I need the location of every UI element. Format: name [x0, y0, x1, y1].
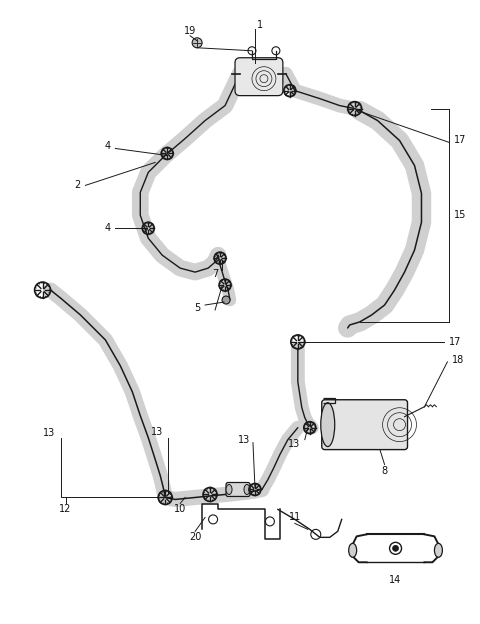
Ellipse shape [321, 402, 335, 447]
Text: 4: 4 [104, 223, 110, 233]
Text: 4: 4 [104, 142, 110, 152]
Circle shape [192, 38, 202, 48]
Text: 8: 8 [382, 466, 388, 475]
Text: 17: 17 [455, 135, 467, 145]
Text: 2: 2 [74, 180, 81, 190]
Ellipse shape [244, 484, 250, 494]
FancyBboxPatch shape [226, 482, 250, 497]
Circle shape [222, 296, 230, 304]
Text: 1: 1 [257, 20, 263, 30]
Text: 7: 7 [212, 269, 218, 279]
Text: 10: 10 [174, 504, 186, 514]
FancyBboxPatch shape [235, 58, 283, 95]
Ellipse shape [434, 544, 443, 557]
Ellipse shape [348, 544, 357, 557]
Text: 13: 13 [238, 435, 250, 445]
Text: 11: 11 [288, 512, 301, 522]
Text: 17: 17 [449, 337, 462, 347]
Text: 20: 20 [189, 532, 201, 542]
Text: 5: 5 [194, 303, 200, 313]
Circle shape [393, 545, 398, 552]
Ellipse shape [226, 484, 232, 494]
Text: 12: 12 [60, 504, 72, 514]
Text: 14: 14 [389, 575, 402, 585]
Text: 15: 15 [455, 210, 467, 220]
Text: 13: 13 [288, 439, 300, 449]
Text: 13: 13 [43, 427, 56, 437]
Text: 19: 19 [184, 26, 196, 36]
Text: 13: 13 [151, 427, 163, 437]
FancyBboxPatch shape [322, 400, 408, 450]
Text: 18: 18 [452, 355, 465, 365]
